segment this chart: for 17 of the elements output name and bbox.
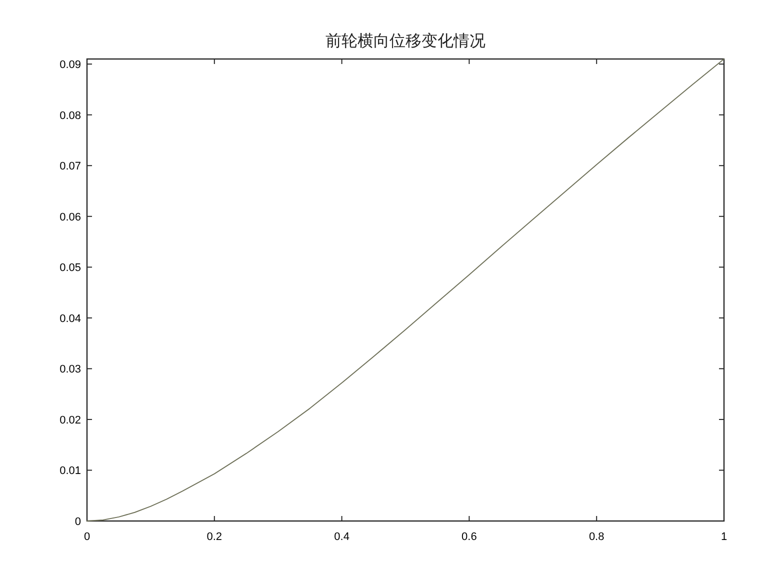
y-tick-label: 0.01 (60, 465, 81, 478)
y-tick-label: 0.02 (60, 414, 81, 426)
y-tick-label: 0.06 (60, 211, 81, 224)
y-tick-label: 0.04 (60, 312, 81, 325)
x-tick-label: 0.6 (462, 531, 477, 543)
y-tick-label: 0.05 (60, 262, 81, 274)
chart-title: 前轮横向位移变化情况 (326, 32, 486, 50)
x-tick-label: 0 (84, 531, 90, 543)
y-tick-label: 0.08 (60, 110, 81, 122)
x-tick-label: 0.4 (334, 531, 350, 543)
y-tick-label: 0.09 (60, 59, 81, 72)
x-tick-label: 1 (720, 531, 728, 543)
y-tick-label: 0.03 (60, 364, 81, 376)
x-tick-label: 0.8 (588, 531, 604, 543)
y-tick-label: 0 (74, 516, 81, 528)
y-tick-label: 0.07 (60, 160, 81, 173)
x-tick-label: 0.2 (206, 531, 222, 543)
